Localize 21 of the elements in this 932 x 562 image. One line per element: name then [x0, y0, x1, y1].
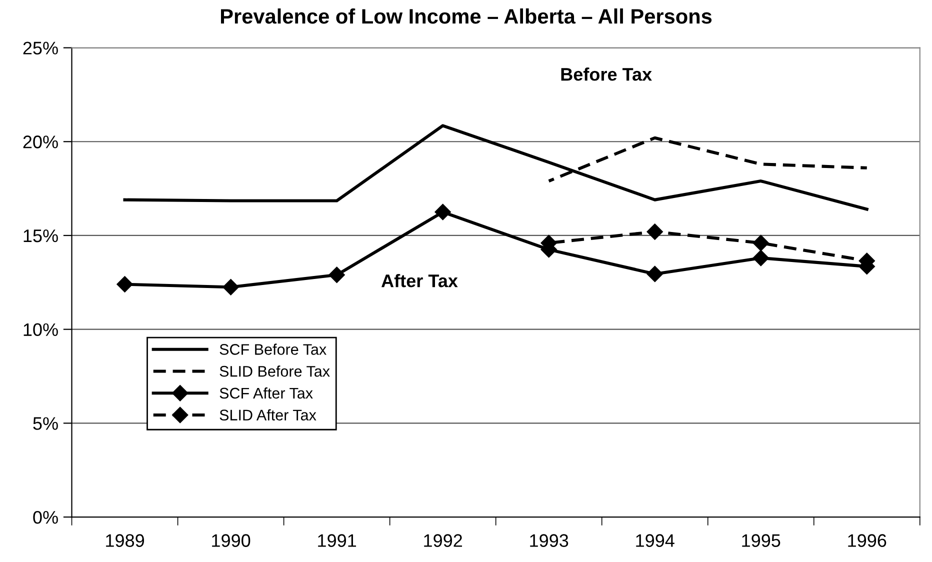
- annotation: After Tax: [381, 274, 458, 288]
- legend-label: SCF After Tax: [220, 387, 313, 399]
- chart-title: Prevalence of Low Income – Alberta – All Persons: [220, 8, 712, 24]
- annotation: Before Tax: [561, 68, 652, 81]
- legend-label: SLID Before Tax: [220, 366, 330, 377]
- x-tick-label: 1994: [636, 534, 674, 547]
- y-tick-label: 5%: [33, 417, 58, 430]
- y-tick-label: 25%: [23, 42, 58, 54]
- x-tick-label: 1995: [742, 534, 780, 547]
- legend-label: SLID After Tax: [220, 409, 316, 420]
- x-tick-label: 1992: [424, 534, 462, 547]
- legend-label: SCF Before Tax: [220, 344, 326, 355]
- x-tick-label: 1991: [318, 534, 356, 547]
- y-tick-label: 15%: [24, 229, 58, 242]
- x-tick-label: 1993: [530, 534, 568, 547]
- x-tick-label: 1989: [106, 534, 144, 547]
- x-tick-label: 1990: [212, 534, 250, 547]
- y-tick-label: 10%: [24, 323, 58, 336]
- y-tick-label: 20%: [23, 136, 58, 148]
- x-tick-label: 1996: [848, 534, 886, 547]
- y-tick-label: 0%: [33, 510, 58, 524]
